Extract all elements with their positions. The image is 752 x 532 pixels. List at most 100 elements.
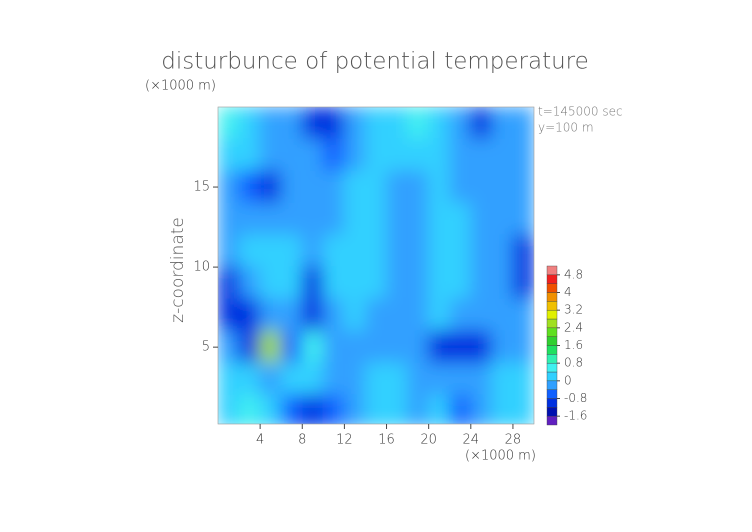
cell xyxy=(491,138,514,172)
cell xyxy=(238,298,261,332)
cell xyxy=(322,362,345,396)
cell xyxy=(218,170,240,204)
cell xyxy=(386,202,409,236)
plot-frame xyxy=(217,106,535,425)
cell xyxy=(301,266,324,300)
cell xyxy=(259,170,282,204)
cell xyxy=(301,394,324,424)
colorbar-label: 4.8 xyxy=(564,267,583,281)
cell xyxy=(218,107,240,140)
cell xyxy=(259,394,282,424)
cell xyxy=(343,394,366,424)
cell xyxy=(449,330,472,364)
colorbar-box xyxy=(546,301,558,311)
cell xyxy=(238,138,261,172)
cell xyxy=(470,266,493,300)
cell xyxy=(512,330,534,364)
cell xyxy=(259,138,282,172)
cell xyxy=(407,170,430,204)
cell xyxy=(470,107,493,140)
cell xyxy=(343,170,366,204)
colorbar-box xyxy=(546,354,558,364)
cell xyxy=(259,107,282,140)
cell xyxy=(218,330,240,364)
cell xyxy=(449,138,472,172)
cell xyxy=(428,138,451,172)
cell xyxy=(301,107,324,140)
cell xyxy=(259,298,282,332)
colorbar-box xyxy=(546,345,558,355)
cell xyxy=(343,107,366,140)
x-tick-label: 24 xyxy=(463,433,480,448)
cell xyxy=(491,266,514,300)
colorbar-label: 0.8 xyxy=(564,356,583,370)
cell xyxy=(364,202,388,236)
x-tick-label: 4 xyxy=(256,433,264,448)
cell xyxy=(428,170,451,204)
cell xyxy=(428,202,451,236)
cell xyxy=(428,330,451,364)
colorbar-label: -1.6 xyxy=(564,409,587,423)
cell xyxy=(470,394,493,424)
cell xyxy=(470,138,493,172)
cell xyxy=(301,234,324,268)
cell xyxy=(238,202,261,236)
colorbar-label: 4 xyxy=(564,285,572,299)
cell xyxy=(238,107,261,140)
cell xyxy=(386,298,409,332)
cell xyxy=(512,298,534,332)
cell xyxy=(386,362,409,396)
colorbar-label: 2.4 xyxy=(564,320,583,334)
cell xyxy=(343,266,366,300)
cell xyxy=(322,266,345,300)
cell xyxy=(218,266,240,300)
cell xyxy=(512,394,534,424)
cell xyxy=(407,107,430,140)
cell xyxy=(512,362,534,396)
cell xyxy=(322,234,345,268)
cell xyxy=(301,330,324,364)
cell xyxy=(322,298,345,332)
cell xyxy=(470,234,493,268)
cell xyxy=(218,298,240,332)
cell xyxy=(364,234,388,268)
cell xyxy=(407,266,430,300)
cell xyxy=(386,330,409,364)
axes: 4 8 12 16 20 24 28 5 10 15 -1.6 -0.8 0 0.8 1.6 2.4 3.2 4 4… xyxy=(193,106,587,448)
cell xyxy=(238,362,261,396)
cell xyxy=(512,266,534,300)
cell xyxy=(364,170,388,204)
cell xyxy=(428,394,451,424)
cell xyxy=(280,202,303,236)
cell xyxy=(491,107,514,140)
cell xyxy=(280,170,303,204)
cell xyxy=(301,298,324,332)
cell xyxy=(322,394,345,424)
colorbar-box xyxy=(546,362,558,373)
cell xyxy=(449,107,472,140)
cell xyxy=(386,107,409,140)
cell xyxy=(301,138,324,172)
y-unit-label: (×1000 m) xyxy=(145,79,216,94)
colorbar-label: 1.6 xyxy=(564,338,583,352)
cell xyxy=(218,202,240,236)
cell xyxy=(407,362,430,396)
cell xyxy=(280,330,303,364)
cell xyxy=(218,394,240,424)
cell xyxy=(343,202,366,236)
colorbar-box xyxy=(546,318,558,329)
cell xyxy=(238,170,261,204)
cell xyxy=(407,394,430,424)
colorbar-box xyxy=(546,265,558,276)
cell xyxy=(280,107,303,140)
cell xyxy=(364,298,388,332)
cell xyxy=(470,170,493,204)
colorbar-box xyxy=(546,415,558,426)
cell xyxy=(218,362,240,396)
cell xyxy=(322,138,345,172)
cell xyxy=(428,298,451,332)
y-tick-label: 15 xyxy=(193,180,210,195)
y-tick-label: 5 xyxy=(202,340,210,355)
colorbar-label: 0 xyxy=(564,373,572,387)
